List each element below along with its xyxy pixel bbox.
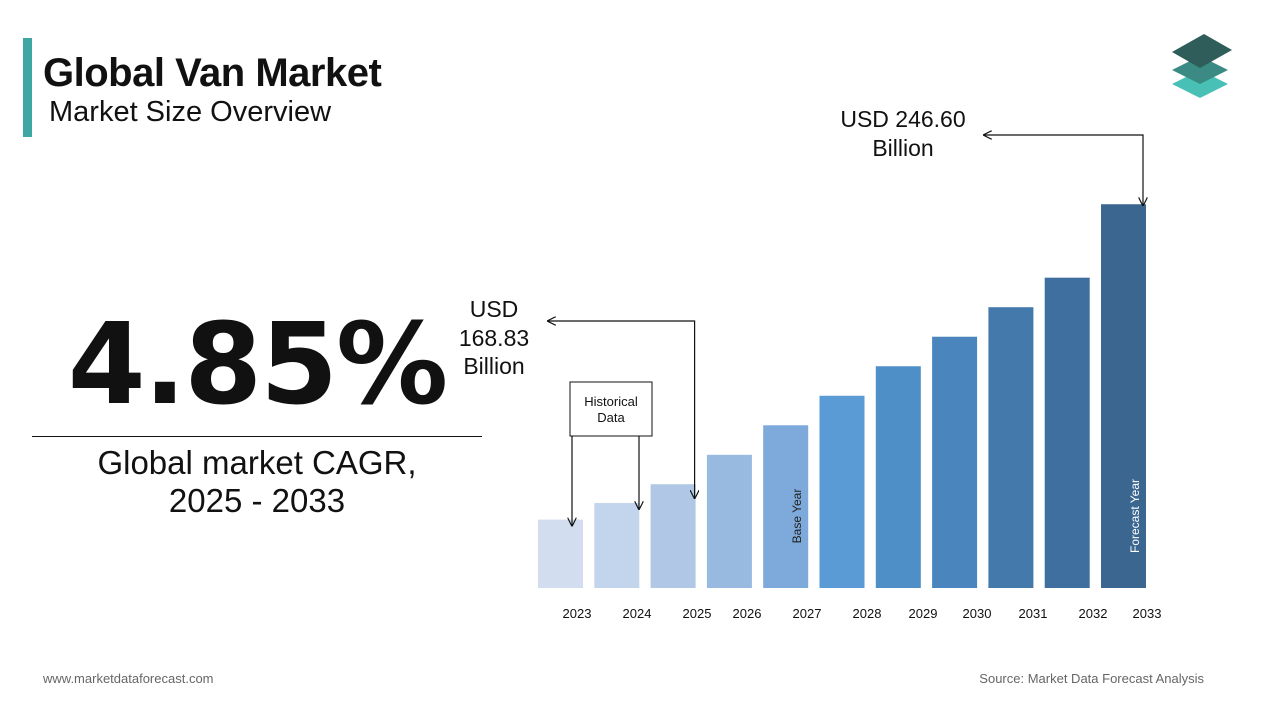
x-tick-label-2028: 2028 [853,606,882,621]
logo-layer-top [1172,34,1232,68]
x-tick-label-2033: 2033 [1133,606,1162,621]
footer-source: Source: Market Data Forecast Analysis [979,671,1204,686]
cagr-value: 4.85% [67,300,449,430]
bar-2029 [875,366,921,588]
annotation-2025-line-3: Billion [463,353,524,379]
historical-data-box-line-2: Data [597,410,625,425]
bar-note-forecast-year: Forecast Year [1128,479,1142,553]
bar-2025 [650,484,696,588]
bar-2031 [988,307,1034,588]
annotation-arrow-2025 [548,321,695,498]
x-tick-label-2032: 2032 [1079,606,1108,621]
logo-layer-middle [1172,56,1228,84]
footer-website[interactable]: www.marketdataforecast.com [43,671,214,686]
cagr-divider [32,436,482,437]
bar-2033 [1101,204,1146,589]
cagr-caption-line-2: 2025 - 2033 [168,482,346,519]
bar-2024 [594,503,640,588]
annotation-2033-line-2: Billion [872,135,933,161]
bar-2026 [706,454,752,588]
bar-2027 [763,425,809,588]
historical-data-box-line-1: Historical [584,394,638,409]
bar-2032 [1044,277,1090,588]
bar-note-base-year: Base Year [790,489,804,544]
bar-2030 [932,336,978,588]
x-tick-label-2025: 2025 [683,606,712,621]
x-tick-label-2024: 2024 [623,606,652,621]
x-tick-label-2030: 2030 [963,606,992,621]
bar-2023 [538,519,583,588]
bar-2028 [819,395,865,588]
annotation-2025-line-1: USD [470,296,519,322]
stacked-layers-icon [1172,34,1232,98]
annotation-2025-line-2: 168.83 [459,325,529,351]
cagr-caption-line-1: Global market CAGR, [97,444,417,481]
page-title: Global Van Market [43,51,382,95]
x-tick-label-2027: 2027 [793,606,822,621]
historical-data-box [569,381,653,437]
cagr-caption: Global market CAGR, 2025 - 2033 [32,444,482,520]
annotation-arrow-2033 [984,135,1143,205]
x-tick-label-2029: 2029 [909,606,938,621]
page-subtitle: Market Size Overview [49,96,332,128]
x-tick-label-2031: 2031 [1019,606,1048,621]
x-tick-label-2023: 2023 [563,606,592,621]
annotation-2033-line-1: USD 246.60 [840,106,965,132]
x-tick-label-2026: 2026 [733,606,762,621]
title-accent-bar [23,38,32,137]
